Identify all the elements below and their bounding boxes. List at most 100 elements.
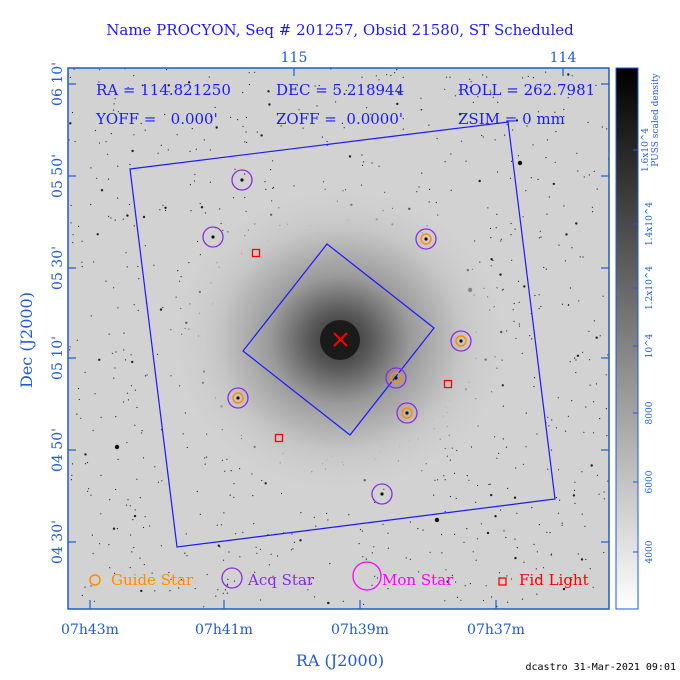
background-star bbox=[607, 480, 609, 482]
background-star bbox=[131, 551, 133, 553]
background-star bbox=[518, 323, 520, 325]
background-star bbox=[127, 399, 129, 401]
background-star bbox=[482, 136, 484, 138]
background-star bbox=[585, 406, 587, 408]
background-star bbox=[494, 139, 496, 141]
background-star bbox=[168, 91, 170, 93]
background-star bbox=[170, 578, 172, 580]
background-star bbox=[555, 496, 558, 499]
background-star bbox=[517, 280, 520, 282]
background-star bbox=[599, 418, 601, 420]
background-star bbox=[483, 83, 485, 86]
acq-star-dot bbox=[236, 396, 240, 400]
background-star bbox=[382, 523, 384, 525]
background-star bbox=[122, 218, 124, 220]
background-star bbox=[445, 76, 448, 78]
background-star bbox=[421, 109, 423, 111]
background-star bbox=[601, 126, 603, 128]
background-star bbox=[605, 408, 608, 410]
background-star bbox=[84, 586, 86, 588]
background-star bbox=[468, 479, 470, 481]
background-star bbox=[164, 113, 166, 116]
background-star bbox=[366, 107, 368, 109]
background-star bbox=[476, 538, 479, 540]
background-star bbox=[606, 128, 608, 130]
x-tick-0741: 07h41m bbox=[195, 622, 253, 638]
background-star bbox=[454, 533, 456, 536]
background-star bbox=[69, 76, 71, 78]
background-star bbox=[270, 169, 272, 171]
background-star bbox=[464, 114, 466, 116]
colorbar-tick-12k: 1.2x10^4 bbox=[645, 266, 655, 310]
acq-star-dot bbox=[240, 178, 244, 182]
background-star bbox=[110, 133, 112, 135]
background-star bbox=[71, 463, 74, 465]
background-star bbox=[596, 474, 599, 476]
background-star bbox=[456, 596, 458, 599]
background-star bbox=[386, 117, 388, 119]
background-star bbox=[405, 557, 407, 559]
background-star bbox=[525, 412, 527, 414]
background-star bbox=[527, 75, 529, 77]
background-star bbox=[475, 559, 477, 561]
background-star bbox=[518, 301, 520, 303]
background-star bbox=[159, 209, 161, 211]
background-star bbox=[164, 209, 167, 212]
background-star bbox=[444, 511, 446, 513]
background-star bbox=[94, 129, 96, 132]
background-star bbox=[217, 544, 220, 547]
background-star bbox=[596, 188, 598, 190]
background-star bbox=[515, 467, 517, 469]
background-star bbox=[504, 134, 506, 136]
background-star bbox=[200, 206, 204, 209]
background-star bbox=[144, 516, 146, 518]
background-star bbox=[563, 205, 565, 207]
background-star bbox=[494, 436, 496, 438]
background-star bbox=[327, 519, 329, 521]
background-star bbox=[469, 86, 471, 88]
background-star bbox=[92, 552, 94, 555]
background-star bbox=[313, 516, 315, 518]
background-star bbox=[125, 252, 127, 254]
background-star bbox=[470, 446, 473, 448]
colorbar-tick-10k: 10^4 bbox=[645, 333, 655, 358]
background-star bbox=[361, 154, 363, 156]
background-star bbox=[69, 346, 71, 348]
background-star bbox=[568, 304, 570, 306]
background-star bbox=[402, 76, 404, 78]
background-star bbox=[581, 513, 583, 515]
top-tick-114: 114 bbox=[550, 50, 577, 66]
fid-light-marker bbox=[274, 433, 284, 443]
background-star bbox=[548, 196, 550, 198]
background-star bbox=[497, 101, 499, 103]
background-star bbox=[418, 571, 420, 573]
background-star bbox=[552, 182, 555, 186]
background-star bbox=[302, 127, 304, 129]
background-star bbox=[206, 573, 208, 576]
background-star bbox=[100, 513, 102, 515]
background-star bbox=[116, 528, 118, 530]
background-star bbox=[585, 558, 587, 561]
background-star bbox=[146, 374, 148, 376]
background-star bbox=[595, 84, 597, 86]
background-star bbox=[76, 413, 78, 415]
background-star bbox=[149, 525, 151, 527]
background-star bbox=[492, 259, 494, 262]
background-star bbox=[290, 549, 292, 551]
background-star bbox=[587, 121, 589, 123]
background-star bbox=[165, 69, 168, 71]
background-star bbox=[359, 528, 361, 531]
background-star bbox=[592, 586, 594, 588]
background-star bbox=[299, 539, 302, 542]
guide-star-marker bbox=[420, 233, 432, 245]
background-star bbox=[78, 398, 80, 401]
background-star bbox=[90, 315, 92, 317]
background-star bbox=[469, 78, 471, 80]
background-star bbox=[545, 268, 547, 270]
legend-fid-icon bbox=[498, 577, 507, 586]
background-star bbox=[387, 588, 389, 590]
background-star bbox=[564, 430, 567, 432]
bright-star bbox=[517, 160, 523, 166]
background-star bbox=[450, 153, 452, 155]
background-star bbox=[525, 190, 527, 192]
